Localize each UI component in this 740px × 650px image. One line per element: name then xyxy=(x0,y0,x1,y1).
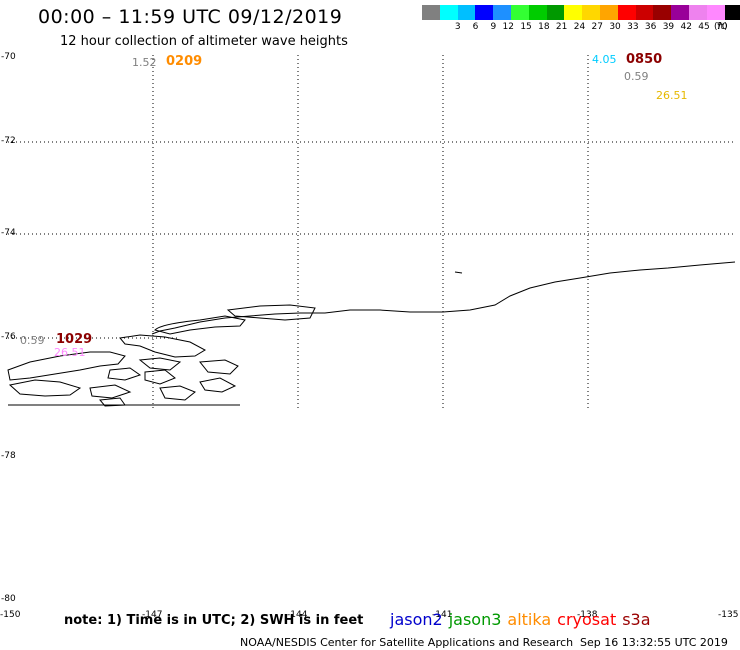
lon-label: -150 xyxy=(0,610,21,620)
satellite-legend-item: altika xyxy=(507,610,552,629)
scale-tick-label: 15 xyxy=(520,22,532,32)
scale-swatch: 24 xyxy=(564,5,586,32)
scale-swatch xyxy=(724,5,740,32)
scale-swatch: 27 xyxy=(582,5,603,32)
scale-swatch: 18 xyxy=(528,5,550,32)
pass-time: 0209 xyxy=(166,54,203,69)
scale-swatch: 9 xyxy=(475,5,497,32)
lon-label: -144 xyxy=(287,610,308,620)
color-scale: 3 6 9 12 15 18 21 24 27 30 33 36 39 42 45 70 xyxy=(422,5,740,32)
satellite-legend-item: jason2 xyxy=(390,610,443,629)
swh-value: 26.51 xyxy=(656,89,688,102)
scale-tick-label: 33 xyxy=(627,22,639,32)
scale-swatch: 30 xyxy=(599,5,621,32)
scale-tick-label: 24 xyxy=(573,22,586,32)
scale-unit: (ft) xyxy=(714,22,728,32)
scale-swatch: 42 xyxy=(671,5,692,32)
scale-swatch: 70 xyxy=(706,5,728,32)
pass-time: 0850 xyxy=(626,52,663,67)
scale-tick-label: 36 xyxy=(644,22,657,32)
scale-swatch: 15 xyxy=(510,5,532,32)
scale-tick-label: 70 xyxy=(716,22,728,32)
map-title: 00:00 – 11:59 UTC 09/12/2019 xyxy=(38,6,343,28)
lat-label: -76 xyxy=(1,332,16,342)
scale-tick-label: 30 xyxy=(609,22,621,32)
scale-tick-label: 42 xyxy=(680,22,692,32)
footer-note: note: 1) Time is in UTC; 2) SWH is in fe… xyxy=(64,613,364,628)
scale-swatch: 39 xyxy=(653,5,675,32)
satellite-legend-item: s3a xyxy=(622,610,651,629)
lat-label: -78 xyxy=(1,451,16,461)
swh-value: 4.05 xyxy=(592,53,617,66)
coastline xyxy=(7,261,736,407)
scale-swatch: 21 xyxy=(546,5,568,32)
satellite-legend-item: cryosat xyxy=(557,610,617,629)
swh-value: 26.51 xyxy=(54,346,86,359)
scale-tick-label: 45 xyxy=(698,22,710,32)
satellite-legend-item: jason3 xyxy=(448,610,502,629)
lon-label: -138 xyxy=(577,610,598,620)
satellite-legend: jason2 jason3 altika cryosat s3a xyxy=(390,610,657,629)
lat-label: -70 xyxy=(1,52,16,62)
scale-swatch: 33 xyxy=(617,5,639,32)
swh-value: 0.59 xyxy=(624,70,649,83)
scale-swatch xyxy=(422,5,440,32)
scale-tick-label: 12 xyxy=(502,22,514,32)
lon-label: -147 xyxy=(142,610,163,620)
map-subtitle: 12 hour collection of altimeter wave hei… xyxy=(60,34,348,49)
credit-line: NOAA/NESDIS Center for Satellite Applica… xyxy=(240,636,574,649)
lat-label: -72 xyxy=(1,136,16,146)
scale-swatch: 3 xyxy=(439,5,461,32)
scale-swatch: 45 xyxy=(688,5,710,32)
pass-time: 1029 xyxy=(56,332,93,347)
lon-label: -141 xyxy=(432,610,453,620)
lat-label: -80 xyxy=(1,594,16,604)
scale-tick-label: 18 xyxy=(538,22,550,32)
lat-label: -74 xyxy=(1,228,16,238)
scale-tick-label: 9 xyxy=(490,22,497,32)
scale-tick-label: 6 xyxy=(472,22,479,32)
swh-value: 0.59 xyxy=(20,334,45,347)
scale-swatch: 12 xyxy=(493,5,514,32)
scale-swatch: 6 xyxy=(457,5,479,32)
generated-timestamp: Sep 16 13:32:55 UTC 2019 xyxy=(580,636,728,649)
scale-tick-label: 21 xyxy=(555,22,568,32)
scale-tick-label: 39 xyxy=(662,22,675,32)
lon-label: -135 xyxy=(718,610,739,620)
scale-swatch: 36 xyxy=(635,5,657,32)
swh-value: 1.52 xyxy=(132,56,157,69)
scale-tick-label: 3 xyxy=(454,22,461,32)
scale-tick-label: 27 xyxy=(591,22,603,32)
